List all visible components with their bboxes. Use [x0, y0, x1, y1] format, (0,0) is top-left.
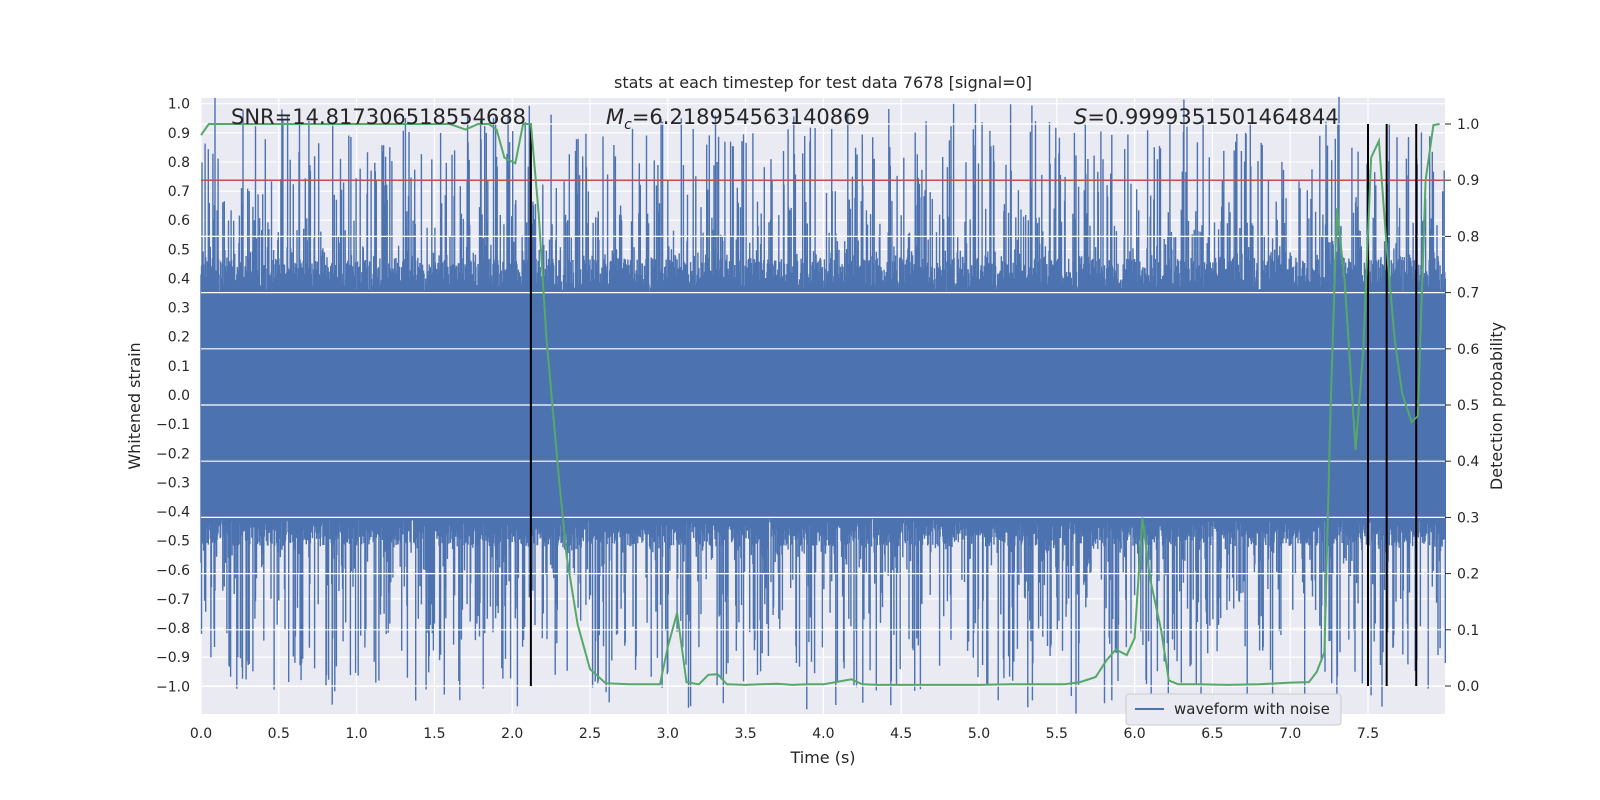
y-axis-ticks: 1.0 0.9 0.8 0.7 0.6 0.5 0.4 0.3 0.2 0.1 0.0 −0.1 −0.…: [156, 97, 190, 696]
y2-tick-label: 0.6: [1457, 342, 1479, 358]
y-tick-label: 0.4: [168, 271, 190, 287]
chart-title: stats at each timestep for test data 767…: [614, 73, 1032, 92]
y-tick-label: 1.0: [168, 97, 190, 113]
x-tick-label: 4.5: [890, 726, 912, 742]
probability-series: [200, 123, 1440, 686]
x-tick-label: 7.0: [1279, 726, 1301, 742]
chirp-mass-value: =6.218954563140869: [632, 105, 870, 129]
y-tick-label: −0.6: [156, 563, 190, 579]
x-tick-label: 2.5: [579, 726, 601, 742]
snr-annotation: SNR=14.817306518554688: [231, 105, 526, 129]
chirp-mass-symbol: M: [606, 105, 624, 129]
y2-tick-label: 0.2: [1457, 567, 1479, 583]
x-tick-label: 0.0: [190, 726, 212, 742]
y2-tick-label: 0.0: [1457, 679, 1479, 695]
x-tick-label: 6.5: [1201, 726, 1223, 742]
y-tick-label: −0.2: [156, 446, 190, 462]
y-tick-label: 0.7: [168, 184, 190, 200]
y2-tick-label: 0.7: [1457, 286, 1479, 302]
y-tick-label: 0.2: [168, 330, 190, 346]
x-tick-label: 3.0: [657, 726, 679, 742]
y2-tick-label: 0.8: [1457, 229, 1479, 245]
x-axis-label: Time (s): [789, 748, 855, 767]
x-tick-label: 2.0: [501, 726, 523, 742]
x-tick-label: 6.0: [1123, 726, 1145, 742]
probability-line: [200, 123, 1440, 686]
y-tick-label: 0.9: [168, 126, 190, 142]
y-tick-label: −1.0: [156, 679, 190, 695]
y2-tick-label: 0.9: [1457, 173, 1479, 189]
score-annotation: S=0.9999351501464844: [1074, 105, 1339, 129]
y2-tick-label: 0.4: [1457, 454, 1479, 470]
y2-tick-label: 0.3: [1457, 510, 1479, 526]
chirp-mass-annotation: Mc=6.218954563140869: [606, 105, 870, 133]
x-tick-label: 5.5: [1046, 726, 1068, 742]
x-tick-label: 1.0: [345, 726, 367, 742]
score-value: =0.9999351501464844: [1087, 105, 1338, 129]
y-tick-label: −0.4: [156, 505, 190, 521]
y-tick-label: −0.5: [156, 534, 190, 550]
y2-axis-label: Detection probability: [1487, 322, 1506, 490]
y2-tick-label: 1.0: [1457, 117, 1479, 133]
x-tick-label: 7.5: [1357, 726, 1379, 742]
y2-tick-label: 0.5: [1457, 398, 1479, 414]
y-tick-label: −0.3: [156, 475, 190, 491]
y-tick-label: −0.7: [156, 592, 190, 608]
y-tick-label: 0.1: [168, 359, 190, 375]
legend-box: [1125, 693, 1342, 726]
legend-label: waveform with noise: [1174, 700, 1330, 718]
x-tick-label: 1.5: [423, 726, 445, 742]
x-tick-label: 0.5: [268, 726, 290, 742]
y-axis-label: Whitened strain: [125, 342, 144, 469]
x-tick-label: 4.0: [812, 726, 834, 742]
y-tick-label: 0.0: [168, 388, 190, 404]
y2-axis-ticks: 1.0 0.9 0.8 0.7 0.6 0.5 0.4 0.3 0.2 0.1 0.0: [1445, 117, 1479, 695]
y-tick-label: 0.5: [168, 242, 190, 258]
y-tick-label: 0.6: [168, 213, 190, 229]
y-tick-label: 0.8: [168, 155, 190, 171]
chirp-mass-subscript: c: [624, 117, 632, 133]
x-tick-label: 3.5: [734, 726, 756, 742]
y2-tick-label: 0.1: [1457, 623, 1479, 639]
y-tick-label: −0.9: [156, 650, 190, 666]
legend: waveform with noise: [1125, 693, 1342, 726]
y-tick-label: −0.8: [156, 621, 190, 637]
x-axis-ticks: 0.0 0.5 1.0 1.5 2.0 2.5 3.0 3.5 4.0 4.5 5.0 5.5 6.0 6…: [190, 726, 1379, 742]
score-symbol: S: [1074, 105, 1087, 129]
y-tick-label: 0.3: [168, 301, 190, 317]
y-tick-label: −0.1: [156, 417, 190, 433]
x-tick-label: 5.0: [968, 726, 990, 742]
